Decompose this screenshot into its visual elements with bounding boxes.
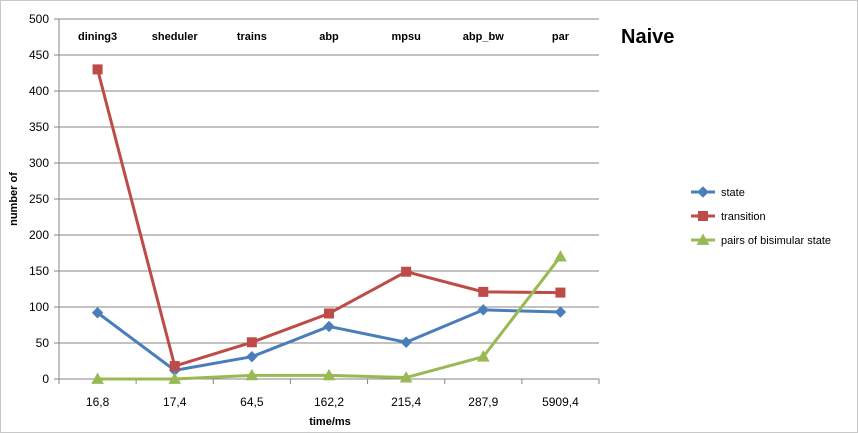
legend-item: state (691, 186, 745, 199)
x-tick-label: 17,4 (163, 395, 187, 409)
data-point (324, 308, 334, 319)
series-transition (92, 64, 566, 372)
legend-label: transition (721, 211, 766, 223)
data-point (246, 337, 257, 348)
series-layer (91, 64, 567, 384)
y-tick-label: 150 (29, 264, 49, 278)
data-point (323, 320, 335, 333)
y-tick-label: 0 (42, 372, 49, 386)
data-point (477, 304, 489, 316)
category-label: par (552, 31, 570, 43)
y-tick-label: 350 (29, 120, 49, 134)
category-label: mpsu (391, 31, 420, 43)
x-tick-label: 287,9 (468, 395, 498, 409)
data-point (555, 287, 566, 298)
legend-marker (698, 211, 708, 221)
labels: Naive time/ms number of 0 50 100 150 200 250 3… (8, 12, 674, 428)
legend: state transition pairs of bisimular state (691, 186, 831, 247)
legend-item: transition (691, 211, 766, 223)
data-point (554, 306, 567, 318)
data-point (92, 64, 103, 75)
series-pairs-of-bisimular-state (91, 250, 567, 384)
legend-marker (697, 186, 709, 198)
category-label: dining3 (78, 31, 117, 43)
x-tick-label: 215,4 (391, 395, 421, 409)
legend-label: pairs of bisimular state (721, 235, 831, 247)
data-point (400, 336, 412, 348)
x-tick-label: 162,2 (314, 395, 344, 409)
data-point (322, 368, 336, 381)
category-label: trains (237, 31, 267, 43)
legend-marker (696, 233, 710, 245)
data-point (246, 350, 258, 363)
data-point (91, 372, 104, 384)
y-tick-label: 400 (29, 84, 49, 98)
data-point (401, 266, 412, 277)
chart-title: Naive (621, 26, 674, 48)
x-axis-title: time/ms (309, 416, 351, 428)
y-tick-label: 450 (29, 48, 49, 62)
data-point (476, 350, 490, 362)
data-point (245, 368, 259, 381)
legend-item: pairs of bisimular state (691, 233, 831, 247)
y-tick-label: 300 (29, 156, 49, 170)
data-point (554, 250, 567, 262)
data-point (478, 286, 489, 297)
y-tick-label: 100 (29, 300, 49, 314)
y-axis-title: number of (8, 172, 20, 226)
data-point (169, 361, 180, 372)
y-tick-label: 250 (29, 192, 49, 206)
x-tick-label: 16,8 (86, 395, 110, 409)
y-tick-label: 200 (29, 228, 49, 242)
data-point (168, 372, 182, 384)
category-label: abp_bw (463, 31, 504, 43)
data-point (399, 371, 413, 383)
gridlines (59, 18, 599, 344)
category-label: sheduler (152, 31, 199, 43)
category-label: abp (319, 31, 339, 43)
x-tick-label: 5909,4 (542, 395, 579, 409)
x-tick-label: 64,5 (240, 395, 264, 409)
y-tick-label: 50 (36, 336, 50, 350)
y-tick-label: 500 (29, 12, 49, 26)
data-point (91, 307, 104, 319)
legend-label: state (721, 187, 745, 199)
